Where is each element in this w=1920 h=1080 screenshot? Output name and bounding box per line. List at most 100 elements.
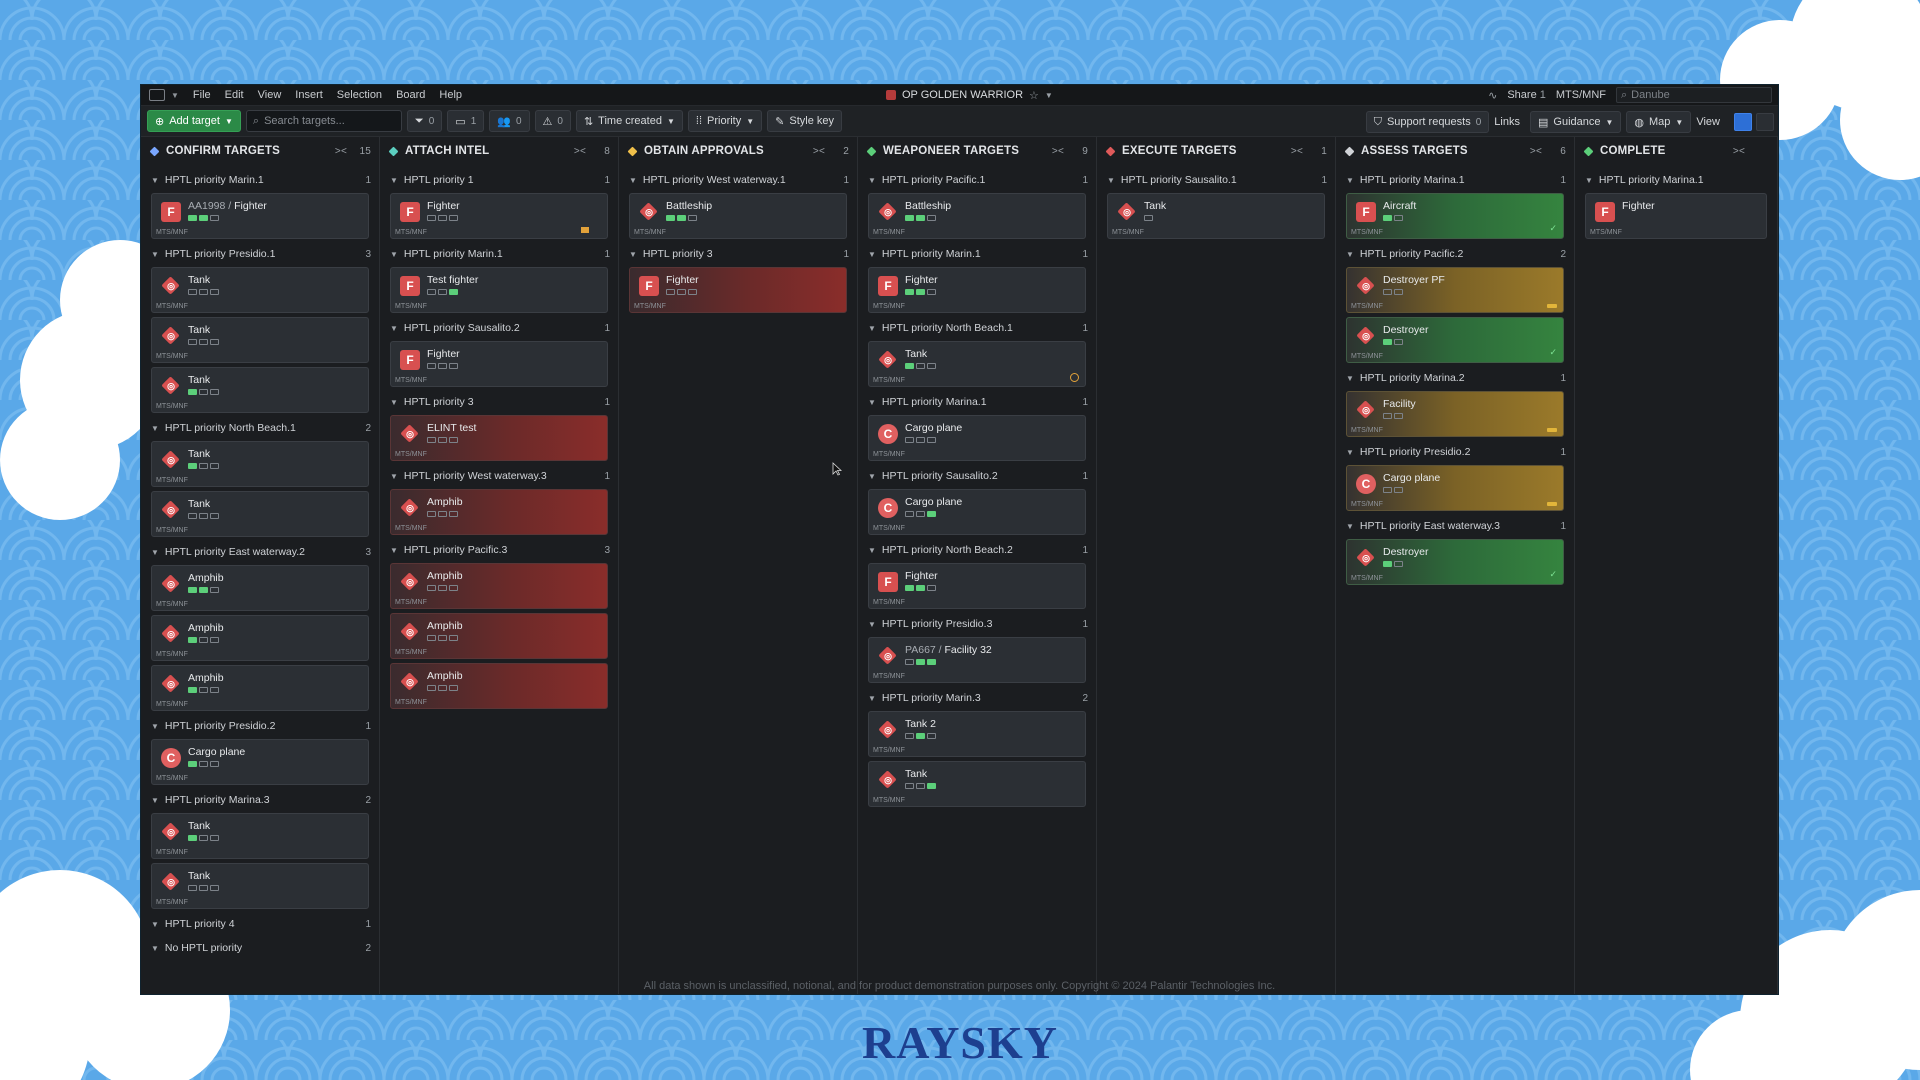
collapse-column-icon[interactable]: >< (1732, 145, 1745, 157)
target-card[interactable]: ◎ Destroyer MTS/MNF ✓ (1346, 539, 1564, 585)
group-header[interactable]: ▼ HPTL priority Pacific.3 3 (380, 541, 618, 559)
target-card[interactable]: ◎ Facility MTS/MNF (1346, 391, 1564, 437)
split-view-toggle[interactable] (1756, 113, 1774, 131)
group-header[interactable]: ▼ No HPTL priority 2 (141, 939, 379, 957)
group-header[interactable]: ▼ HPTL priority Presidio.3 1 (858, 615, 1096, 633)
target-card[interactable]: ◎ Tank MTS/MNF (868, 761, 1086, 807)
group-header[interactable]: ▼ HPTL priority Marina.3 2 (141, 791, 379, 809)
group-header[interactable]: ▼ HPTL priority North Beach.1 2 (141, 419, 379, 437)
map-button[interactable]: ◍ Map ▼ (1626, 111, 1692, 133)
collapse-column-icon[interactable]: >< (812, 145, 825, 157)
target-card[interactable]: ◎ Amphib MTS/MNF (151, 615, 369, 661)
people-button[interactable]: 👥 0 (489, 110, 530, 132)
chevron-down-icon[interactable]: ▼ (390, 323, 398, 333)
menu-view[interactable]: View (257, 89, 282, 101)
group-header[interactable]: ▼ HPTL priority West waterway.1 1 (619, 171, 857, 189)
support-requests-button[interactable]: ⛉ Support requests 0 (1365, 111, 1490, 133)
target-card[interactable]: ◎ Tank MTS/MNF (151, 491, 369, 537)
search-targets-input[interactable]: ⌕ Search targets... (245, 110, 402, 132)
group-header[interactable]: ▼ HPTL priority Sausalito.2 1 (858, 467, 1096, 485)
target-card[interactable]: ◎ Tank MTS/MNF (151, 863, 369, 909)
chevron-down-icon[interactable]: ▼ (629, 175, 637, 185)
chevron-down-icon[interactable]: ▼ (151, 175, 159, 185)
chevron-down-icon[interactable]: ▼ (868, 471, 876, 481)
activity-icon[interactable]: ∿ (1488, 89, 1498, 102)
group-header[interactable]: ▼ HPTL priority East waterway.2 3 (141, 543, 379, 561)
target-card[interactable]: F Fighter MTS/MNF (868, 563, 1086, 609)
target-card[interactable]: F Fighter MTS/MNF (629, 267, 847, 313)
chevron-down-icon[interactable]: ▼ (868, 545, 876, 555)
chevron-down-icon[interactable]: ▼ (151, 919, 159, 929)
group-header[interactable]: ▼ HPTL priority North Beach.1 1 (858, 319, 1096, 337)
menu-help[interactable]: Help (439, 89, 463, 101)
target-card[interactable]: ◎ PA667 / Facility 32 MTS/MNF (868, 637, 1086, 683)
target-card[interactable]: ◎ Tank MTS/MNF (868, 341, 1086, 387)
operation-title[interactable]: OP GOLDEN WARRIOR ☆ ▼ (886, 85, 1053, 105)
collapse-column-icon[interactable]: >< (1051, 145, 1064, 157)
chevron-down-icon[interactable]: ▼ (390, 175, 398, 185)
group-header[interactable]: ▼ HPTL priority Marin.1 1 (858, 245, 1096, 263)
target-card[interactable]: ◎ Amphib MTS/MNF (390, 613, 608, 659)
org-label[interactable]: MTS/MNF (1555, 89, 1606, 101)
chevron-down-icon[interactable]: ▼ (868, 175, 876, 185)
target-card[interactable]: F Test fighter MTS/MNF (390, 267, 608, 313)
target-card[interactable]: ◎ Tank MTS/MNF (151, 367, 369, 413)
target-card[interactable]: ◎ Tank MTS/MNF (1107, 193, 1325, 239)
chevron-down-icon[interactable]: ▼ (1346, 249, 1354, 259)
chevron-down-icon[interactable]: ▼ (151, 943, 159, 953)
chevron-down-icon[interactable]: ▼ (1107, 175, 1115, 185)
group-header[interactable]: ▼ HPTL priority Sausalito.1 1 (1097, 171, 1335, 189)
target-card[interactable]: ◎ Destroyer MTS/MNF ✓ (1346, 317, 1564, 363)
menu-file[interactable]: File (192, 89, 211, 101)
add-target-button[interactable]: ⊕ Add target ▼ (147, 110, 241, 132)
group-header[interactable]: ▼ HPTL priority Presidio.2 1 (1336, 443, 1574, 461)
target-card[interactable]: F Fighter MTS/MNF (390, 341, 608, 387)
target-card[interactable]: C Cargo plane MTS/MNF (868, 415, 1086, 461)
board-view-toggle[interactable] (1734, 113, 1752, 131)
group-header[interactable]: ▼ HPTL priority 3 1 (380, 393, 618, 411)
group-header[interactable]: ▼ HPTL priority 4 1 (141, 915, 379, 933)
target-card[interactable]: ◎ Amphib MTS/MNF (151, 565, 369, 611)
group-header[interactable]: ▼ HPTL priority Marina.1 (1575, 171, 1777, 189)
chevron-down-icon[interactable]: ▼ (151, 547, 159, 557)
group-header[interactable]: ▼ HPTL priority Pacific.1 1 (858, 171, 1096, 189)
group-header[interactable]: ▼ HPTL priority Marin.3 2 (858, 689, 1096, 707)
chevron-down-icon[interactable]: ▼ (390, 397, 398, 407)
chevron-down-icon[interactable]: ▼ (151, 721, 159, 731)
group-header[interactable]: ▼ HPTL priority 1 1 (380, 171, 618, 189)
comments-button[interactable]: ▭ 1 (447, 110, 485, 132)
chevron-down-icon[interactable]: ▼ (390, 545, 398, 555)
chevron-down-icon[interactable]: ▼ (1346, 447, 1354, 457)
target-card[interactable]: ◎ Amphib MTS/MNF (151, 665, 369, 711)
chevron-down-icon[interactable]: ▼ (151, 423, 159, 433)
target-card[interactable]: ◎ Destroyer PF MTS/MNF (1346, 267, 1564, 313)
target-card[interactable]: F Fighter MTS/MNF (868, 267, 1086, 313)
chevron-down-icon[interactable]: ▼ (868, 323, 876, 333)
menu-selection[interactable]: Selection (336, 89, 383, 101)
chevron-down-icon[interactable]: ▼ (868, 619, 876, 629)
chevron-down-icon[interactable]: ▼ (868, 693, 876, 703)
chevron-down-icon[interactable]: ▼ (390, 249, 398, 259)
target-card[interactable]: ◎ Battleship MTS/MNF (868, 193, 1086, 239)
global-search[interactable]: ⌕ Danube (1616, 87, 1772, 103)
group-header[interactable]: ▼ HPTL priority Marina.2 1 (1336, 369, 1574, 387)
filter-button[interactable]: ⏷ 0 (406, 110, 443, 132)
chevron-down-icon[interactable]: ▼ (1346, 175, 1354, 185)
target-card[interactable]: C Cargo plane MTS/MNF (868, 489, 1086, 535)
target-card[interactable]: ◎ Tank MTS/MNF (151, 317, 369, 363)
menu-edit[interactable]: Edit (224, 89, 244, 101)
app-logo-icon[interactable] (149, 89, 165, 101)
target-card[interactable]: ◎ Tank MTS/MNF (151, 267, 369, 313)
collapse-column-icon[interactable]: >< (1529, 145, 1542, 157)
chevron-down-icon[interactable]: ▼ (224, 116, 233, 126)
group-header[interactable]: ▼ HPTL priority Presidio.2 1 (141, 717, 379, 735)
target-card[interactable]: F Fighter MTS/MNF (1585, 193, 1767, 239)
chevron-down-icon[interactable]: ▼ (171, 90, 179, 100)
group-header[interactable]: ▼ HPTL priority East waterway.3 1 (1336, 517, 1574, 535)
target-card[interactable]: F AA1998 / Fighter MTS/MNF (151, 193, 369, 239)
target-card[interactable]: ◎ Amphib MTS/MNF (390, 489, 608, 535)
group-header[interactable]: ▼ HPTL priority North Beach.2 1 (858, 541, 1096, 559)
menu-insert[interactable]: Insert (295, 89, 323, 101)
target-card[interactable]: ◎ Tank MTS/MNF (151, 813, 369, 859)
group-header[interactable]: ▼ HPTL priority Pacific.2 2 (1336, 245, 1574, 263)
